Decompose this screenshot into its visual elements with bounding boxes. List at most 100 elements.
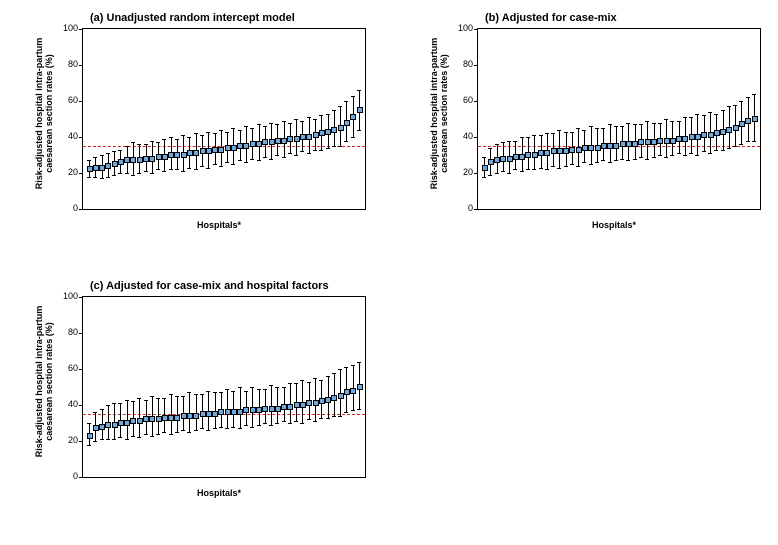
error-cap [689, 117, 693, 118]
error-cap [175, 432, 179, 433]
error-cap [231, 391, 235, 392]
data-marker [350, 114, 356, 120]
data-marker [112, 422, 118, 428]
error-cap [319, 380, 323, 381]
data-marker [200, 148, 206, 154]
data-marker [206, 411, 212, 417]
data-marker [124, 420, 130, 426]
data-marker [695, 134, 701, 140]
error-cap [175, 169, 179, 170]
data-marker [319, 130, 325, 136]
error-cap [93, 441, 97, 442]
error-cap [244, 425, 248, 426]
error-cap [175, 139, 179, 140]
data-marker [212, 147, 218, 153]
error-cap [645, 121, 649, 122]
error-cap [93, 177, 97, 178]
error-cap [351, 96, 355, 97]
error-cap [225, 389, 229, 390]
error-cap [219, 130, 223, 131]
data-marker [193, 413, 199, 419]
error-cap [244, 126, 248, 127]
data-marker [231, 145, 237, 151]
error-cap [608, 162, 612, 163]
data-marker [588, 145, 594, 151]
error-cap [626, 123, 630, 124]
error-cap [181, 430, 185, 431]
data-marker [645, 139, 651, 145]
error-cap [351, 365, 355, 366]
error-cap [557, 130, 561, 131]
error-cap [213, 164, 217, 165]
error-cap [206, 168, 210, 169]
data-marker [218, 147, 224, 153]
data-marker [300, 402, 306, 408]
error-cap [683, 155, 687, 156]
data-marker [306, 400, 312, 406]
error-cap [501, 171, 505, 172]
data-marker [676, 136, 682, 142]
data-marker [269, 406, 275, 412]
ytick-label: 20 [58, 167, 78, 177]
error-cap [131, 142, 135, 143]
error-cap [187, 137, 191, 138]
error-cap [238, 428, 242, 429]
error-cap [144, 400, 148, 401]
data-marker [563, 148, 569, 154]
error-cap [526, 169, 530, 170]
error-cap [326, 376, 330, 377]
error-cap [670, 155, 674, 156]
data-marker [250, 407, 256, 413]
error-cap [150, 141, 154, 142]
error-cap [589, 164, 593, 165]
data-marker [218, 409, 224, 415]
error-cap [520, 137, 524, 138]
error-cap [727, 148, 731, 149]
data-marker [300, 134, 306, 140]
x-axis-label: Hospitals* [197, 488, 241, 498]
data-marker [143, 416, 149, 422]
error-cap [106, 405, 110, 406]
error-cap [582, 162, 586, 163]
ytick-label: 100 [453, 23, 473, 33]
error-cap [576, 128, 580, 129]
data-marker [357, 384, 363, 390]
error-cap [238, 130, 242, 131]
error-cap [332, 373, 336, 374]
data-marker [162, 154, 168, 160]
error-cap [257, 160, 261, 161]
error-cap [351, 410, 355, 411]
error-cap [244, 391, 248, 392]
error-cap [87, 445, 91, 446]
error-cap [275, 155, 279, 156]
error-cap [100, 409, 104, 410]
error-cap [332, 146, 336, 147]
error-cap [326, 114, 330, 115]
ytick-label: 60 [58, 363, 78, 373]
error-cap [639, 124, 643, 125]
error-cap [175, 396, 179, 397]
error-cap [282, 387, 286, 388]
ytick [474, 173, 478, 174]
data-marker [162, 415, 168, 421]
error-cap [263, 157, 267, 158]
data-marker [494, 157, 500, 163]
error-cap [526, 137, 530, 138]
data-marker [739, 121, 745, 127]
error-cap [118, 150, 122, 151]
ytick [79, 29, 83, 30]
data-marker [294, 402, 300, 408]
error-cap [131, 401, 135, 402]
error-cap [652, 157, 656, 158]
data-marker [331, 127, 337, 133]
data-marker [595, 145, 601, 151]
data-marker [181, 413, 187, 419]
error-cap [169, 394, 173, 395]
error-cap [257, 425, 261, 426]
error-cap [595, 128, 599, 129]
error-cap [564, 132, 568, 133]
error-cap [169, 169, 173, 170]
error-cap [645, 159, 649, 160]
error-cap [746, 141, 750, 142]
error-cap [162, 398, 166, 399]
